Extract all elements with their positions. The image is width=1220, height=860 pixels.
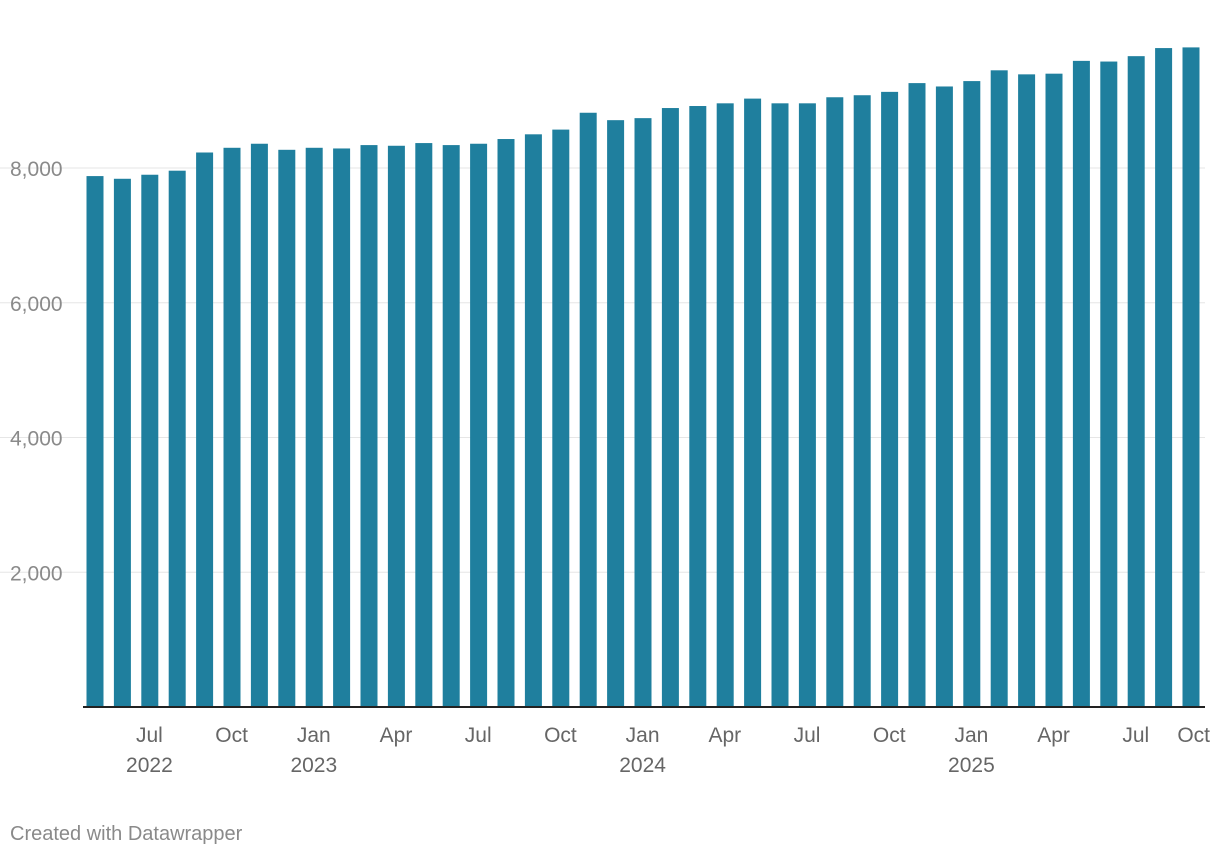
bar	[935, 86, 953, 707]
x-tick-year-label: 2024	[619, 754, 666, 777]
bar	[771, 103, 789, 707]
bar	[1127, 56, 1145, 708]
bar	[86, 176, 104, 707]
bar	[579, 112, 597, 707]
x-tick-month-label: Jan	[626, 724, 660, 747]
bar	[798, 103, 816, 707]
x-tick-month-label: Oct	[215, 724, 248, 747]
bar	[250, 143, 268, 707]
x-tick-month-label: Jan	[954, 724, 988, 747]
bar	[716, 103, 734, 707]
y-tick-label: 6,000	[10, 293, 63, 316]
bar	[661, 108, 679, 707]
bar	[908, 83, 926, 708]
bar	[744, 98, 762, 707]
x-tick-month-label: Jul	[794, 724, 821, 747]
y-tick-label: 2,000	[10, 562, 63, 585]
bar	[278, 149, 296, 708]
bar	[1182, 47, 1200, 708]
bar	[333, 148, 351, 707]
bar	[826, 97, 844, 708]
x-tick-year-label: 2023	[290, 754, 337, 777]
bar	[689, 106, 707, 707]
x-tick-month-label: Oct	[1177, 724, 1210, 747]
bar	[360, 145, 378, 707]
bar	[305, 147, 323, 708]
x-tick-month-label: Oct	[544, 724, 577, 747]
bar	[1100, 61, 1118, 708]
bar	[141, 174, 159, 708]
bar	[223, 147, 241, 708]
bar	[990, 70, 1008, 707]
x-tick-month-label: Jan	[297, 724, 331, 747]
y-tick-label: 4,000	[10, 428, 63, 451]
footer-credit: Created with Datawrapper	[10, 823, 243, 845]
x-tick-month-label: Jul	[465, 724, 492, 747]
y-axis-labels: 2,000 4,000 6,000 8,000	[10, 158, 63, 585]
bar	[552, 129, 570, 707]
bar	[497, 139, 515, 707]
bar	[113, 178, 131, 707]
bar	[963, 81, 981, 708]
bar	[607, 120, 625, 707]
x-axis-labels: Jul 2022 Oct Jan 2023 Apr Jul Oct Jan 2024 Apr Jul O…	[126, 724, 1210, 777]
bar	[415, 143, 433, 708]
x-tick-month-label: Apr	[380, 724, 413, 747]
x-tick-year-label: 2022	[126, 754, 173, 777]
bars	[86, 47, 1200, 708]
bar	[1155, 48, 1173, 707]
bar	[470, 143, 488, 707]
bar	[196, 152, 214, 707]
x-tick-month-label: Jul	[136, 724, 163, 747]
x-tick-year-label: 2025	[948, 754, 995, 777]
x-tick-month-label: Jul	[1122, 724, 1149, 747]
bar	[634, 118, 652, 707]
x-tick-month-label: Apr	[1037, 724, 1070, 747]
bar	[524, 134, 542, 707]
x-tick-month-label: Apr	[708, 724, 741, 747]
bar	[387, 145, 405, 708]
bar	[442, 145, 460, 707]
bar	[881, 91, 899, 707]
bar	[168, 170, 186, 707]
bar	[853, 95, 871, 708]
bar	[1045, 73, 1063, 708]
x-tick-month-label: Oct	[873, 724, 906, 747]
y-tick-label: 8,000	[10, 158, 63, 181]
bar	[1072, 60, 1090, 707]
bar	[1018, 74, 1036, 707]
